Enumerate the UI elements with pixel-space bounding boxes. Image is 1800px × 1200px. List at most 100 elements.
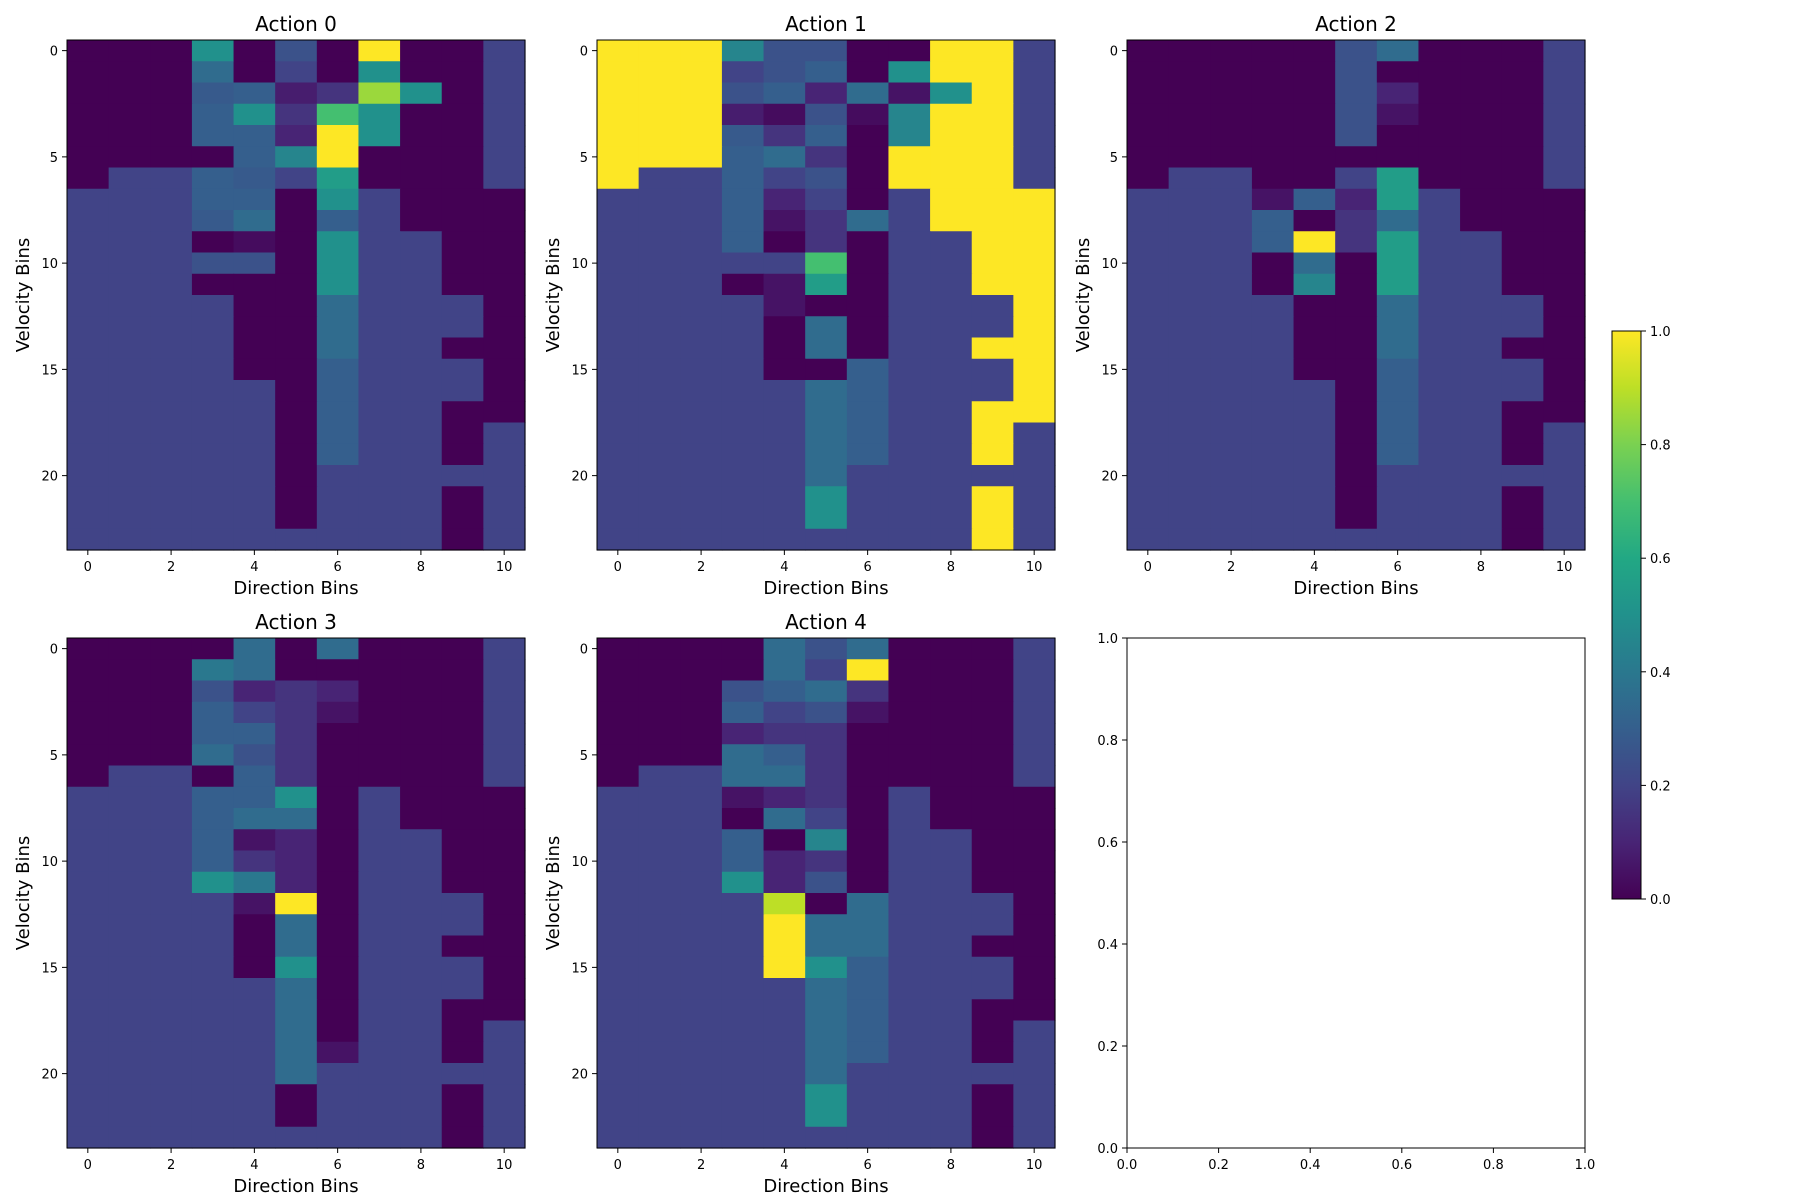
heatmap-cell (971, 231, 1014, 254)
heatmap-cell (400, 744, 443, 767)
heatmap-cell (1210, 337, 1253, 360)
heatmap-cell (108, 422, 151, 445)
heatmap-cell (930, 465, 973, 487)
heatmap-cell (680, 1020, 723, 1043)
heatmap-cell (846, 893, 890, 915)
heatmap-cell (67, 1105, 110, 1128)
heatmap-cell (846, 765, 890, 788)
x-axis-label: Direction Bins (1293, 578, 1418, 599)
heatmap-cell (316, 146, 360, 169)
heatmap-cell (1251, 380, 1295, 402)
heatmap-cell (597, 82, 640, 105)
heatmap-cell (930, 528, 973, 551)
heatmap-cell (1418, 465, 1461, 487)
heatmap-cell (930, 1041, 973, 1064)
heatmap-cell (805, 956, 848, 979)
heatmap-cell (805, 316, 848, 339)
heatmap-cell (888, 40, 931, 62)
heatmap-cell (191, 723, 235, 745)
x-tick-label: 4 (250, 1158, 258, 1173)
heatmap-cell (441, 486, 484, 509)
heatmap-cell (680, 999, 723, 1022)
heatmap-cell (763, 1063, 806, 1085)
heatmap-cell (721, 252, 765, 275)
heatmap-cell (805, 1105, 848, 1128)
heatmap-cell (441, 273, 484, 296)
heatmap-cell (1293, 103, 1336, 126)
heatmap-cell (1376, 358, 1420, 381)
heatmap-cell (1501, 231, 1544, 254)
heatmap-cell (67, 956, 110, 979)
heatmap-cell (1335, 507, 1378, 530)
x-tick-label: 0 (1144, 560, 1152, 575)
heatmap-cell (108, 1041, 151, 1064)
heatmap-cell (400, 316, 443, 339)
y-axis-label: Velocity Bins (543, 836, 564, 950)
heatmap-cell (638, 808, 681, 830)
heatmap-cell (846, 723, 890, 745)
heatmap-cell (888, 914, 931, 937)
heatmap-cell (721, 61, 765, 84)
colorbar-tick-label: 0.2 (1650, 779, 1671, 794)
heatmap-cell (805, 422, 848, 445)
heatmap-cell (1251, 273, 1295, 296)
x-axis-label: Direction Bins (233, 578, 358, 599)
heatmap-cell (1127, 507, 1170, 530)
heatmap-cell (805, 358, 848, 381)
heatmap-cell (846, 659, 890, 682)
heatmap-cell (638, 956, 681, 979)
y-tick-label: 0.4 (1097, 938, 1118, 953)
heatmap-cell (67, 507, 110, 530)
heatmap-cell (846, 40, 890, 62)
heatmap-cell (597, 273, 640, 296)
heatmap-cell (1013, 316, 1056, 339)
heatmap-cell (930, 146, 973, 169)
heatmap-cell (1460, 528, 1503, 551)
heatmap-cell (597, 443, 640, 466)
heatmap-cell (888, 701, 931, 724)
y-tick-label: 15 (571, 961, 588, 976)
heatmap-cell (150, 978, 193, 1000)
heatmap-cell (108, 146, 151, 169)
heatmap-cell (930, 956, 973, 979)
heatmap-cell (150, 443, 193, 466)
heatmap-cell (67, 1020, 110, 1043)
heatmap-cell (763, 999, 806, 1022)
heatmap-cell (1335, 252, 1378, 275)
heatmap-cell (597, 252, 640, 275)
heatmap-cell (763, 295, 806, 317)
heatmap-cell (483, 999, 526, 1022)
panel-0: 0 2 4 6 8 10 0 5 10 15 20 Action 0 Direction Bins Vel… (13, 12, 526, 599)
heatmap-cell (721, 1041, 765, 1064)
heatmap-cell (67, 337, 110, 360)
heatmap-cell (763, 422, 806, 445)
heatmap-cell (846, 422, 890, 445)
heatmap-cell (638, 1063, 681, 1085)
heatmap-cell (191, 1084, 235, 1107)
heatmap-cell (316, 188, 360, 211)
heatmap-cell (1013, 40, 1056, 62)
heatmap-cell (67, 82, 110, 105)
heatmap-cell (108, 1020, 151, 1043)
heatmap-cell (275, 528, 318, 551)
heatmap-cell (597, 295, 640, 317)
heatmap-cell (1460, 188, 1503, 211)
heatmap-cell (805, 82, 848, 105)
heatmap-cell (1543, 103, 1586, 126)
heatmap-cell (597, 40, 640, 62)
heatmap-cell (1543, 507, 1586, 530)
heatmap-cell (191, 252, 235, 275)
y-tick-label: 15 (1101, 363, 1118, 378)
heatmap-cell (638, 103, 681, 126)
heatmap-cell (721, 1126, 765, 1149)
heatmap-cell (1293, 380, 1336, 402)
heatmap-cell (1251, 401, 1295, 424)
heatmap-cell (1210, 210, 1253, 232)
heatmap-cell (888, 680, 931, 703)
heatmap-cell (1013, 210, 1056, 232)
x-axis-label: Direction Bins (233, 1176, 358, 1197)
x-tick-label: 6 (333, 1158, 341, 1173)
heatmap-cell (721, 914, 765, 937)
heatmap-cell (1127, 188, 1170, 211)
